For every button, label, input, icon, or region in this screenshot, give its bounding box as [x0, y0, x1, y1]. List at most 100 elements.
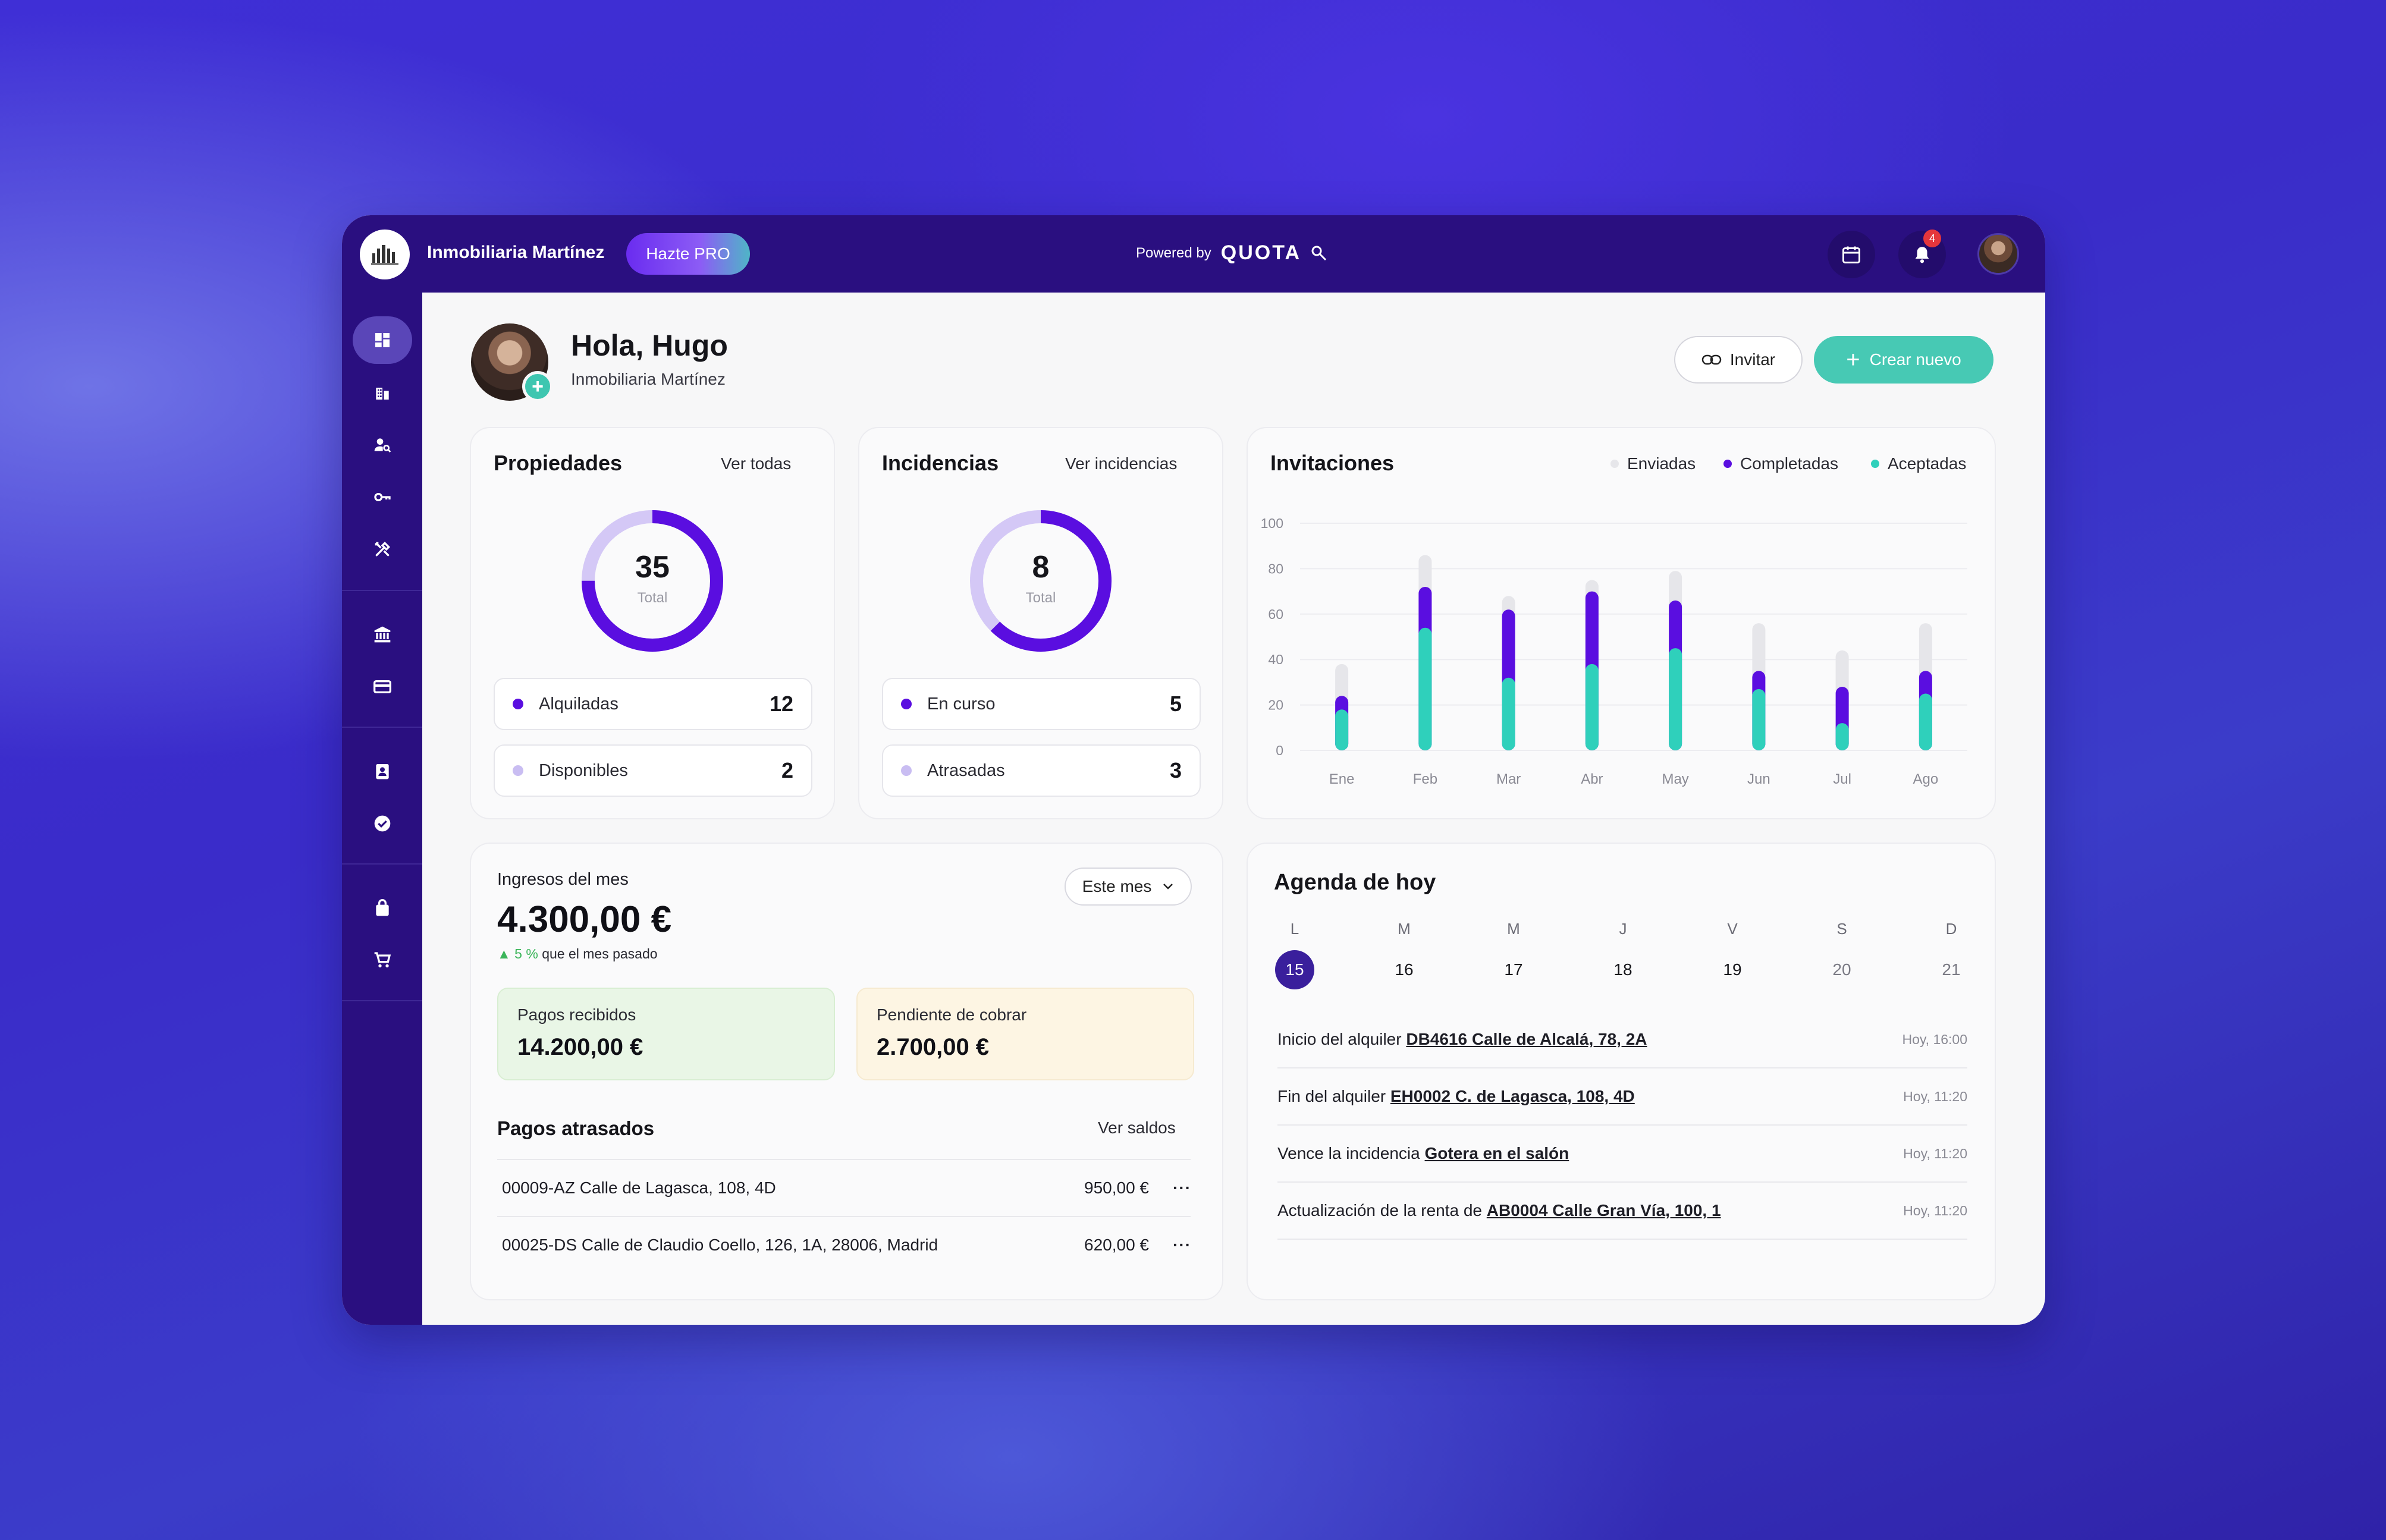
y-tick-label: 40: [1268, 652, 1283, 667]
legend-sent-label: Enviadas: [1627, 454, 1696, 473]
legend-accepted-label: Aceptadas: [1888, 454, 1967, 473]
more-options-icon[interactable]: ···: [1173, 1236, 1191, 1254]
agenda-event[interactable]: Vence la incidencia Gotera en el salón Ho…: [1277, 1126, 1967, 1183]
properties-title: Propiedades: [494, 451, 623, 475]
day-number: 19: [1723, 960, 1742, 979]
key-icon: [374, 493, 391, 501]
sidebar-item-cart[interactable]: [353, 936, 412, 984]
sidebar-item-bank[interactable]: [353, 611, 412, 658]
sidebar-item-keys[interactable]: [353, 473, 412, 521]
view-balances-link[interactable]: Ver saldos: [1098, 1118, 1176, 1137]
incidents-row-late[interactable]: Atrasadas 3: [882, 744, 1201, 797]
day-letter: J: [1619, 920, 1627, 938]
sidebar-item-maintenance[interactable]: [353, 526, 412, 573]
period-select[interactable]: Este mes: [1065, 868, 1192, 906]
late-payments-title: Pagos atrasados: [497, 1117, 655, 1139]
calendar-day[interactable]: D 21: [1930, 920, 1972, 989]
available-value: 2: [781, 758, 793, 782]
powered-by: Powered by QUOTA: [1136, 241, 1327, 265]
create-new-label: Crear nuevo: [1869, 350, 1961, 369]
building-icon: [376, 388, 389, 400]
sidebar-item-tenants[interactable]: [353, 421, 412, 469]
y-tick-label: 0: [1276, 743, 1283, 758]
table-row[interactable]: 00025-DS Calle de Claudio Coello, 126, 1…: [497, 1216, 1191, 1273]
bank-icon: [374, 626, 391, 643]
app-window: Inmobiliaria Martínez Hazte PRO Powered …: [342, 215, 2045, 1325]
today-day-number: 15: [1275, 950, 1314, 989]
day-number: 18: [1613, 960, 1632, 979]
calendar-button[interactable]: [1828, 231, 1875, 278]
greeting: Hola, Hugo: [571, 329, 728, 362]
trend-up-icon: ▲: [497, 946, 515, 961]
calendar-day[interactable]: M 17: [1493, 920, 1534, 989]
calendar-day[interactable]: S 20: [1821, 920, 1863, 989]
x-tick-label: Ago: [1913, 771, 1939, 787]
company-name: Inmobiliaria Martínez: [427, 243, 605, 262]
sidebar-item-cards[interactable]: [353, 663, 412, 711]
cart-icon: [374, 952, 391, 967]
income-card: Ingresos del mes 4.300,00 € ▲ 5 % que el…: [470, 843, 1223, 1300]
user-search-icon: [374, 438, 391, 452]
agenda-event[interactable]: Fin del alquiler EH0002 C. de Lagasca, 1…: [1277, 1068, 1967, 1126]
income-value: 4.300,00 €: [497, 899, 672, 940]
rented-label: Alquiladas: [539, 694, 619, 714]
event-time: Hoy, 11:20: [1903, 1088, 1967, 1104]
sidebar-item-contacts[interactable]: [353, 747, 412, 795]
greeting-subtitle: Inmobiliaria Martínez: [571, 370, 726, 388]
incidents-card: Incidencias Ver incidencias 8 Total En c…: [858, 427, 1223, 819]
sidebar: [342, 293, 422, 1325]
main-content: + Hola, Hugo Inmobiliaria Martínez Invit…: [422, 293, 2045, 1325]
event-link[interactable]: DB4616 Calle de Alcalá, 78, 2A: [1406, 1030, 1647, 1048]
agenda-event[interactable]: Actualización de la renta de AB0004 Call…: [1277, 1183, 1967, 1240]
sidebar-item-buildings[interactable]: [353, 369, 412, 416]
create-new-button[interactable]: + Crear nuevo: [1814, 336, 1993, 384]
properties-row-rented[interactable]: Alquiladas 12: [494, 678, 812, 730]
day-number: 16: [1395, 960, 1414, 979]
agenda-event[interactable]: Inicio del alquiler DB4616 Calle de Alca…: [1277, 1011, 1967, 1068]
table-row[interactable]: 00009-AZ Calle de Lagasca, 108, 4D 950,0…: [497, 1159, 1191, 1216]
donut-arc-rented: [582, 510, 723, 652]
company-logo[interactable]: [360, 230, 410, 279]
incidents-row-open[interactable]: En curso 5: [882, 678, 1201, 730]
bell-icon: [1915, 247, 1929, 263]
user-avatar[interactable]: [1977, 233, 2019, 275]
event-text: Inicio del alquiler DB4616 Calle de Alca…: [1277, 1030, 1902, 1049]
plus-icon: +: [532, 375, 544, 398]
open-label: En curso: [927, 694, 996, 714]
invite-button[interactable]: Invitar: [1674, 336, 1803, 384]
late-label: Atrasadas: [927, 760, 1005, 780]
properties-row-available[interactable]: Disponibles 2: [494, 744, 812, 797]
sidebar-item-verified[interactable]: [353, 800, 412, 847]
event-link[interactable]: EH0002 C. de Lagasca, 108, 4D: [1390, 1087, 1635, 1105]
logo-buildings-icon: [371, 245, 398, 265]
sidebar-item-shop[interactable]: [353, 884, 412, 932]
dashboard-icon: [375, 333, 390, 347]
invitations-title: Invitaciones: [1270, 451, 1395, 475]
received-label: Pagos recibidos: [517, 1005, 636, 1024]
properties-total: 35: [635, 550, 670, 584]
sidebar-divider: [342, 863, 422, 865]
notifications-button[interactable]: 4: [1898, 230, 1946, 278]
properties-total-label: Total: [637, 590, 668, 606]
calendar-day[interactable]: V 19: [1712, 920, 1753, 989]
add-photo-button[interactable]: +: [522, 371, 553, 402]
event-link[interactable]: AB0004 Calle Gran Vía, 100, 1: [1486, 1201, 1721, 1220]
pending-value: 2.700,00 €: [877, 1034, 990, 1060]
key-logo-icon: [1311, 246, 1327, 260]
bar-aceptadas-may: [1669, 648, 1682, 750]
open-dot: [901, 699, 912, 709]
calendar-day[interactable]: J 18: [1602, 920, 1644, 989]
incidents-view-link[interactable]: Ver incidencias: [1065, 454, 1178, 473]
legend-completed-label: Completadas: [1740, 454, 1838, 473]
calendar-day[interactable]: M 16: [1383, 920, 1425, 989]
properties-view-all-link[interactable]: Ver todas: [721, 454, 792, 473]
hazte-pro-button[interactable]: Hazte PRO: [626, 233, 750, 275]
x-tick-label: Jul: [1833, 771, 1851, 787]
calendar-day[interactable]: L 15: [1274, 920, 1316, 989]
rented-value: 12: [769, 692, 793, 716]
more-options-icon[interactable]: ···: [1173, 1178, 1191, 1197]
event-link[interactable]: Gotera en el salón: [1424, 1144, 1569, 1162]
sidebar-divider: [342, 590, 422, 591]
received-value: 14.200,00 €: [517, 1034, 643, 1060]
sidebar-item-dashboard[interactable]: [353, 316, 412, 364]
